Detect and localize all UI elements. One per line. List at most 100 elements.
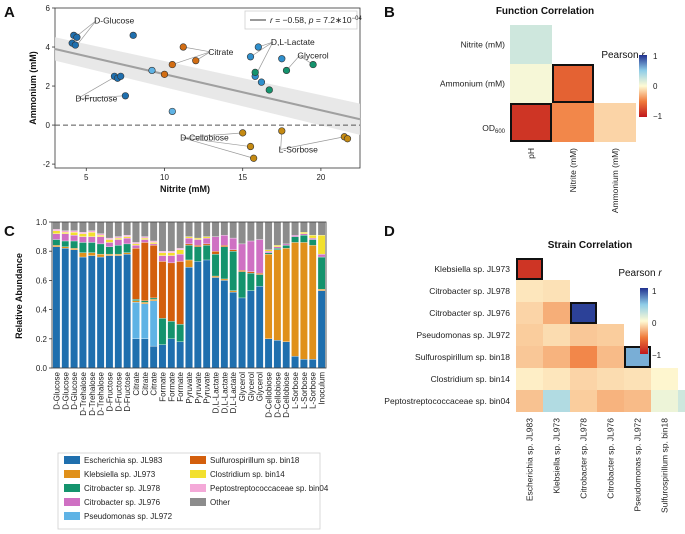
heatmap-cell-highlight bbox=[624, 346, 651, 368]
bar-segment bbox=[149, 300, 158, 347]
panel-letter-c: C bbox=[4, 223, 15, 240]
x-tick-label: D-Cellobiose bbox=[265, 371, 274, 417]
bar-segment bbox=[141, 236, 149, 239]
regression-line bbox=[54, 48, 361, 121]
bar-segment bbox=[211, 251, 220, 255]
bar-segment bbox=[211, 253, 220, 277]
panel-d-colorbar-tick-low: −1 bbox=[652, 351, 662, 360]
bar-segment bbox=[123, 236, 131, 239]
bar-segment bbox=[185, 259, 193, 268]
bar-segment bbox=[52, 221, 61, 230]
scatter-point bbox=[129, 31, 137, 39]
bar-segment bbox=[308, 245, 317, 360]
bar-segment bbox=[202, 243, 211, 246]
scatter-point bbox=[160, 70, 169, 78]
col-label: Citrobacter sp. JL976 bbox=[606, 418, 616, 499]
x-tick-label: Citrate bbox=[150, 371, 159, 395]
bar-segment bbox=[79, 232, 87, 234]
bar-segment bbox=[158, 255, 167, 262]
panel-letter-a: A bbox=[4, 4, 15, 21]
y-tick-label: 0 bbox=[46, 121, 51, 130]
y-tick-label: 0.2 bbox=[36, 335, 48, 344]
bar-segment bbox=[229, 290, 237, 293]
bar-segment bbox=[105, 253, 114, 256]
bar-segment bbox=[255, 274, 264, 287]
legend-swatch bbox=[64, 498, 80, 506]
x-tick-label: Pyruvate bbox=[185, 371, 194, 403]
col-label: Klebsiella sp. JL973 bbox=[552, 418, 562, 494]
bar-segment bbox=[70, 249, 78, 369]
scatter-point bbox=[117, 72, 125, 80]
bar-segment bbox=[273, 246, 282, 249]
panel-c-y-ticks: 0.0 0.2 0.4 0.6 0.8 1.0 bbox=[36, 218, 52, 373]
bar-segment bbox=[88, 236, 96, 243]
bar-segment bbox=[61, 246, 70, 249]
bar-segment bbox=[282, 221, 290, 245]
bar-segment bbox=[255, 272, 264, 275]
cb-b-pearson: Pearson bbox=[601, 50, 641, 61]
bar-segment bbox=[176, 248, 184, 250]
bar-segment bbox=[317, 256, 326, 290]
x-tick-label: Citrate bbox=[141, 371, 150, 395]
scatter-point bbox=[250, 154, 258, 162]
scatter-point bbox=[148, 66, 156, 75]
bar-segment bbox=[96, 234, 105, 237]
row-label: Citrobacter sp. JL976 bbox=[429, 308, 510, 318]
bar-segment bbox=[123, 252, 131, 255]
x-tick-label: Glycerol bbox=[247, 372, 256, 402]
bar-segment bbox=[167, 321, 176, 339]
col-label: Pseudomonas sp. JL972 bbox=[633, 418, 643, 512]
annotation-leader bbox=[172, 51, 211, 65]
bar-segment bbox=[247, 271, 255, 274]
y-tick-label: 1.0 bbox=[36, 218, 48, 227]
bar-segment bbox=[220, 221, 229, 236]
panel-a-points bbox=[68, 31, 352, 162]
bar-segment bbox=[61, 240, 70, 247]
panel-d-col-labels: Escherichia sp. JL983 Klebsiella sp. JL97… bbox=[525, 418, 670, 513]
y-tick-label: 6 bbox=[46, 4, 51, 13]
bar-segment bbox=[211, 275, 220, 278]
legend-p-exponent: −04 bbox=[352, 16, 363, 22]
scatter-point bbox=[246, 53, 255, 61]
bar-segment bbox=[300, 242, 308, 360]
panel-a-xlabel: Nitrite (mM) bbox=[160, 184, 210, 194]
bar-segment bbox=[264, 221, 273, 250]
bar-segment bbox=[229, 221, 237, 239]
panel-b-colorbar: Pearson r 1 0 −1 bbox=[601, 50, 662, 121]
bar-segment bbox=[149, 243, 158, 246]
bar-segment bbox=[114, 245, 123, 255]
bar-segment bbox=[52, 230, 61, 234]
panel-b-colorbar-gradient bbox=[639, 55, 647, 117]
bar-segment bbox=[273, 245, 282, 247]
heatmap-cell bbox=[597, 368, 624, 390]
bar-segment bbox=[291, 242, 299, 357]
col-label: Escherichia sp. JL983 bbox=[525, 418, 535, 501]
bar-segment bbox=[114, 236, 123, 239]
bar-segment bbox=[167, 262, 176, 322]
heatmap-cell bbox=[597, 324, 624, 346]
bar-segment bbox=[61, 232, 70, 234]
heatmap-cell bbox=[594, 103, 636, 142]
bar-segment bbox=[238, 221, 246, 245]
od-sub: 600 bbox=[495, 129, 506, 135]
bar-segment bbox=[96, 221, 105, 234]
x-tick-label: 20 bbox=[316, 173, 325, 182]
col-label: Sulfurospirillum sp. bin18 bbox=[660, 418, 670, 513]
legend-label: Other bbox=[210, 498, 230, 507]
legend-label: Pseudomonas sp. JL972 bbox=[84, 512, 173, 521]
panel-d-colorbar-tick-high: 1 bbox=[652, 287, 657, 296]
bar-segment bbox=[317, 289, 326, 291]
bar-segment bbox=[229, 251, 237, 291]
bar-segment bbox=[264, 251, 273, 253]
bar-segment bbox=[308, 237, 317, 240]
bar-segment bbox=[141, 242, 149, 301]
od-main: OD bbox=[482, 123, 495, 133]
bar-segment bbox=[238, 271, 246, 299]
bar-segment bbox=[264, 252, 273, 255]
bar-segment bbox=[132, 242, 140, 245]
bar-segment bbox=[132, 300, 140, 303]
bar-segment bbox=[300, 233, 308, 236]
panel-a-legend-text: r = −0.58, p = 7.2∗10−04 bbox=[270, 15, 362, 25]
bar-segment bbox=[282, 243, 290, 246]
panel-d-title: Strain Correlation bbox=[548, 240, 632, 251]
